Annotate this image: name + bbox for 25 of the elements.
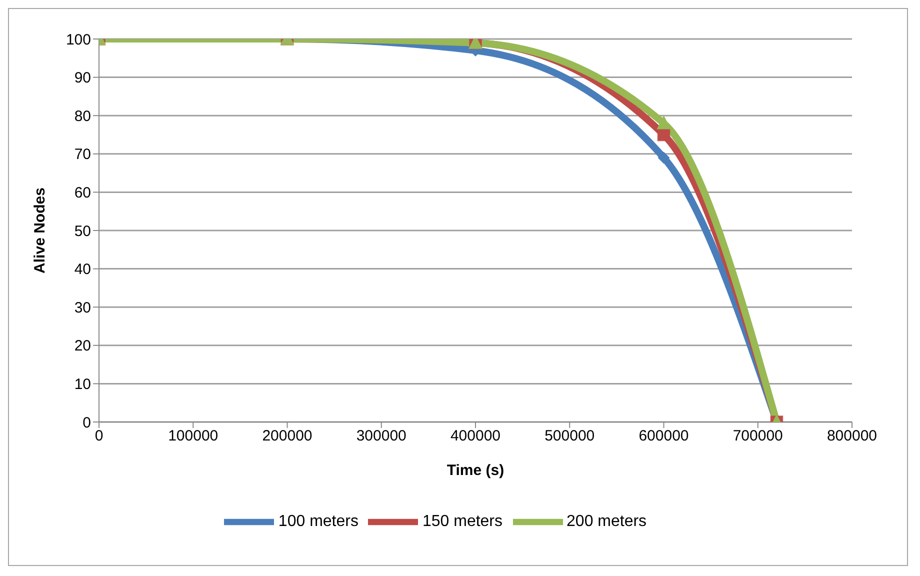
x-tick-label: 0 (94, 428, 104, 445)
legend-label: 150 meters (422, 513, 503, 530)
x-axis-title: Time (s) (446, 462, 504, 479)
y-tick-label: 80 (74, 108, 91, 125)
x-tick-label: 700000 (732, 428, 783, 445)
y-tick-label: 30 (74, 299, 91, 316)
y-tick-label: 50 (74, 222, 91, 240)
legend-label: 100 meters (278, 513, 358, 530)
x-tick-label: 100000 (168, 428, 218, 445)
x-tick-label: 300000 (356, 428, 406, 445)
y-tick-label: 100 (66, 31, 91, 48)
y-tick-label: 60 (74, 184, 91, 202)
x-tick-label: 400000 (450, 428, 501, 445)
x-tick-label: 200000 (262, 428, 312, 445)
x-tick-label: 800000 (826, 428, 878, 445)
y-axis-title: Alive Nodes (31, 188, 48, 274)
y-tick-label: 10 (74, 376, 91, 394)
y-tick-label: 90 (74, 70, 91, 87)
x-tick-label: 600000 (638, 428, 689, 445)
legend-label: 200 meters (566, 513, 647, 530)
y-tick-label: 20 (74, 338, 91, 355)
y-tick-label: 70 (74, 146, 91, 164)
y-tick-label: 40 (74, 261, 91, 278)
x-tick-label: 500000 (544, 428, 595, 445)
y-tick-label: 0 (82, 414, 91, 432)
